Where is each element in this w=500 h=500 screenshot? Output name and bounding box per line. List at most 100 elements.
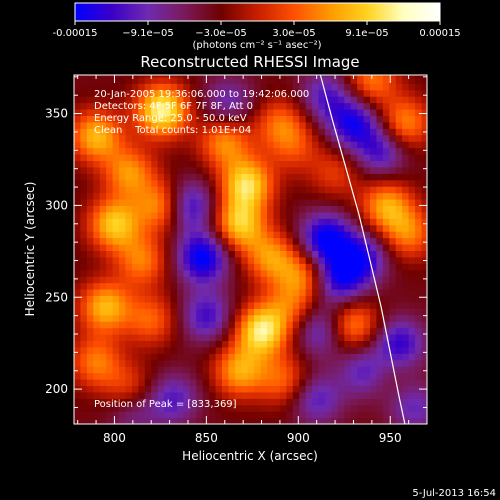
heatmap-cell (331, 359, 339, 367)
heatmap-cell (80, 153, 88, 162)
heatmap-cell (286, 121, 294, 129)
heatmap-cell (408, 295, 416, 303)
heatmap-cell (222, 391, 230, 399)
heatmap-cell (299, 147, 307, 155)
heatmap-cell (209, 153, 217, 162)
heatmap-cell (144, 417, 152, 424)
heatmap-cell (144, 314, 152, 322)
heatmap-cell (292, 391, 300, 399)
heatmap-cell (337, 321, 345, 329)
heatmap-cell (138, 83, 146, 91)
heatmap-cell (370, 417, 378, 424)
heatmap-cell (234, 134, 242, 142)
heatmap-cell (209, 75, 217, 78)
heatmap-cell (389, 211, 397, 219)
heatmap-cell (260, 205, 268, 213)
heatmap-cell (408, 198, 416, 207)
heatmap-cell (408, 128, 416, 136)
heatmap-cell (80, 205, 88, 213)
heatmap-cell (202, 314, 210, 322)
heatmap-cell (247, 346, 255, 354)
heatmap-cell (408, 231, 416, 239)
heatmap-cell (408, 353, 416, 361)
heatmap-cell (222, 115, 230, 123)
heatmap-cell (164, 96, 172, 104)
heatmap-cell (170, 340, 178, 348)
heatmap-cell (80, 417, 88, 424)
heatmap-cell (234, 147, 242, 155)
heatmap-cell (279, 333, 287, 342)
heatmap-cell (421, 96, 427, 104)
heatmap-cell (93, 308, 101, 316)
heatmap-cell (99, 340, 107, 348)
heatmap-cell (112, 173, 120, 181)
heatmap-cell (86, 75, 94, 78)
heatmap-cell (138, 186, 146, 194)
heatmap-cell (408, 89, 416, 97)
heatmap-cell (144, 75, 152, 78)
heatmap-cell (292, 153, 300, 162)
heatmap-cell (344, 314, 352, 322)
heatmap-cell (125, 411, 133, 419)
heatmap-cell (112, 218, 120, 226)
heatmap-cell (144, 179, 152, 187)
heatmap-cell (196, 391, 204, 399)
heatmap-cell (183, 263, 191, 271)
heatmap-cell (151, 134, 159, 142)
heatmap-cell (324, 115, 332, 123)
heatmap-cell (209, 256, 217, 264)
heatmap-cell (196, 160, 204, 168)
heatmap-cell (80, 314, 88, 322)
colorbar-tick-label: -0.00015 (53, 28, 98, 39)
heatmap-cell (331, 256, 339, 264)
heatmap-cell (144, 218, 152, 226)
heatmap-cell (86, 321, 94, 329)
heatmap-cell (363, 372, 371, 380)
heatmap-cell (408, 340, 416, 348)
heatmap-cell (254, 398, 262, 406)
heatmap-cell (189, 301, 197, 309)
heatmap-cell (215, 366, 223, 374)
heatmap-cell (144, 379, 152, 387)
heatmap-cell (86, 89, 94, 97)
heatmap-cell (286, 186, 294, 194)
heatmap-cell (144, 121, 152, 129)
heatmap-cell (80, 404, 88, 412)
heatmap-cell (189, 243, 197, 252)
heatmap-cell (170, 308, 178, 316)
heatmap-cell (247, 372, 255, 380)
heatmap-cell (131, 417, 139, 424)
heatmap-cell (131, 198, 139, 207)
heatmap-cell (131, 192, 139, 200)
heatmap-cell (312, 173, 320, 181)
heatmap-cell (164, 282, 172, 290)
heatmap-cell (157, 205, 165, 213)
heatmap-cell (324, 314, 332, 322)
heatmap-cell (222, 398, 230, 406)
heatmap-cell (99, 366, 107, 374)
heatmap-cell (119, 250, 127, 258)
heatmap-cell (324, 108, 332, 117)
heatmap-cell (209, 218, 217, 226)
heatmap-cell (228, 224, 236, 232)
heatmap-cell (324, 134, 332, 142)
heatmap-cell (157, 173, 165, 181)
heatmap-cell (241, 243, 249, 252)
heatmap-cell (299, 353, 307, 361)
footer-timestamp: 5-Jul-2013 16:54 (412, 488, 496, 499)
heatmap-cell (106, 128, 114, 136)
heatmap-cell (305, 218, 313, 226)
heatmap-cell (267, 417, 275, 424)
heatmap-cell (305, 243, 313, 252)
heatmap-cell (415, 417, 423, 424)
heatmap-cell (318, 147, 326, 155)
heatmap-cell (421, 276, 427, 284)
heatmap-cell (189, 173, 197, 181)
heatmap-cell (421, 398, 427, 406)
heatmap-cell (131, 282, 139, 290)
heatmap-cell (228, 385, 236, 393)
heatmap-cell (357, 340, 365, 348)
heatmap-cell (357, 205, 365, 213)
heatmap-cell (247, 186, 255, 194)
heatmap-cell (138, 102, 146, 110)
